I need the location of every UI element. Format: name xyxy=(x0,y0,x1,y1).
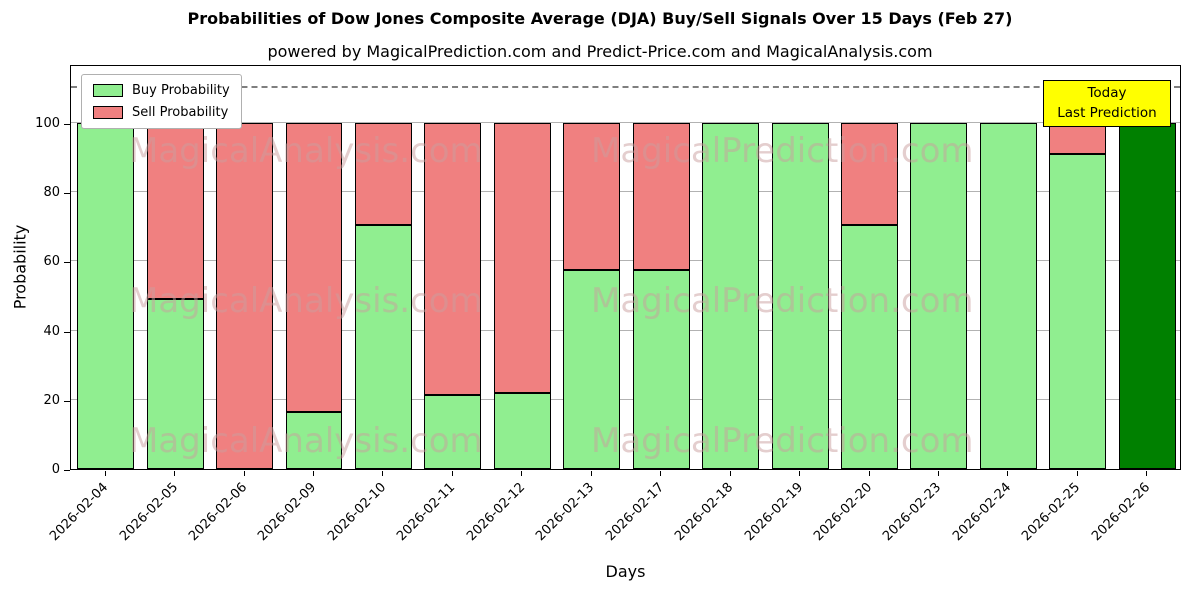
y-tick-label: 100 xyxy=(35,115,60,131)
bar-buy-segment xyxy=(1049,154,1107,469)
bar-buy-segment xyxy=(632,269,690,469)
bar-buy-segment xyxy=(910,122,968,469)
gridline xyxy=(71,329,1180,331)
x-tick-mark xyxy=(1007,471,1009,476)
bar-buy-segment xyxy=(979,122,1037,469)
x-tick-mark xyxy=(451,471,453,476)
x-tick-mark xyxy=(174,471,176,476)
x-tick-mark xyxy=(521,471,523,476)
y-tick-label: 80 xyxy=(43,185,60,201)
bar-sell-segment xyxy=(563,122,621,270)
y-tick-label: 60 xyxy=(43,254,60,270)
x-tick-label: 2026-02-05 xyxy=(116,480,181,545)
x-tick-mark xyxy=(1146,471,1148,476)
x-tick-mark xyxy=(868,471,870,476)
gridline xyxy=(71,398,1180,400)
bar-sell-segment xyxy=(354,122,412,225)
x-tick-label: 2026-02-06 xyxy=(186,480,251,545)
y-tick-label: 40 xyxy=(43,323,60,339)
legend: Buy Probability Sell Probability xyxy=(81,74,242,129)
bar-sell-segment xyxy=(632,122,690,270)
legend-label: Buy Probability xyxy=(132,83,230,98)
x-tick-label: 2026-02-26 xyxy=(1088,480,1153,545)
x-tick-label: 2026-02-10 xyxy=(325,480,390,545)
x-axis-label: Days xyxy=(605,562,646,581)
legend-item: Buy Probability xyxy=(93,83,230,98)
y-tick-mark xyxy=(64,331,70,333)
x-tick-mark xyxy=(660,471,662,476)
x-tick-label: 2026-02-17 xyxy=(602,480,667,545)
x-tick-label: 2026-02-24 xyxy=(949,480,1015,545)
bar-buy-segment xyxy=(563,269,621,469)
x-tick-label: 2026-02-23 xyxy=(880,480,945,545)
bar-sell-segment xyxy=(493,122,551,393)
bar-today-prediction xyxy=(1118,122,1176,469)
x-tick-mark xyxy=(729,471,731,476)
x-tick-label: 2026-02-04 xyxy=(47,480,112,545)
x-tick-label: 2026-02-13 xyxy=(533,480,598,545)
y-tick-label: 0 xyxy=(51,462,60,477)
x-tick-label: 2026-02-18 xyxy=(672,480,737,545)
bar-buy-segment xyxy=(841,224,898,469)
bar-buy-segment xyxy=(285,411,343,469)
x-tick-label: 2026-02-11 xyxy=(394,480,459,545)
x-tick-label: 2026-02-12 xyxy=(463,480,528,545)
x-tick-mark xyxy=(104,471,106,476)
y-tick-mark xyxy=(64,262,70,264)
bar-buy-segment xyxy=(702,122,760,469)
y-tick-mark xyxy=(64,123,70,125)
y-tick-mark xyxy=(64,193,70,195)
annotation-line1: Today xyxy=(1087,85,1127,101)
bar-buy-segment xyxy=(354,224,412,469)
legend-swatch xyxy=(93,84,123,97)
x-tick-label: 2026-02-19 xyxy=(741,480,806,545)
bar-buy-segment xyxy=(493,392,551,469)
bar-sell-segment xyxy=(146,122,204,300)
x-tick-mark xyxy=(382,471,384,476)
bar-sell-segment xyxy=(1049,122,1107,154)
gridline xyxy=(71,260,1180,262)
y-tick-mark xyxy=(64,400,70,402)
y-tick-mark xyxy=(64,470,70,471)
legend-label: Sell Probability xyxy=(132,105,229,120)
x-tick-mark xyxy=(1076,471,1078,476)
dashed-threshold-line xyxy=(71,86,1180,89)
bar-buy-segment xyxy=(146,299,204,469)
x-tick-mark xyxy=(799,471,801,476)
bar-buy-segment xyxy=(771,122,829,469)
chart-subtitle: powered by MagicalPrediction.com and Pre… xyxy=(267,42,933,61)
legend-swatch xyxy=(93,106,123,119)
x-tick-mark xyxy=(313,471,315,476)
x-tick-mark xyxy=(243,471,245,476)
gridline xyxy=(71,121,1180,123)
bar-buy-segment xyxy=(77,122,135,469)
bar-buy-segment xyxy=(424,394,482,469)
annotation-line2: Last Prediction xyxy=(1057,104,1157,121)
today-annotation: Today Last Prediction xyxy=(1043,80,1171,128)
x-tick-label: 2026-02-25 xyxy=(1019,480,1084,545)
bar-sell-segment xyxy=(424,122,482,395)
x-tick-mark xyxy=(590,471,592,476)
gridline xyxy=(71,191,1180,193)
plot-area: Buy Probability Sell Probability Today La… xyxy=(70,65,1181,470)
x-tick-mark xyxy=(937,471,939,476)
chart-title: Probabilities of Dow Jones Composite Ave… xyxy=(187,9,1013,28)
legend-item: Sell Probability xyxy=(93,105,230,120)
bar-sell-segment xyxy=(285,122,343,412)
bar-sell-segment xyxy=(841,122,898,225)
x-tick-label: 2026-02-20 xyxy=(811,480,876,545)
bar-sell-segment xyxy=(216,122,274,469)
y-axis-label: Probability xyxy=(10,224,30,310)
x-tick-label: 2026-02-09 xyxy=(255,480,320,545)
y-tick-label: 20 xyxy=(43,392,60,408)
